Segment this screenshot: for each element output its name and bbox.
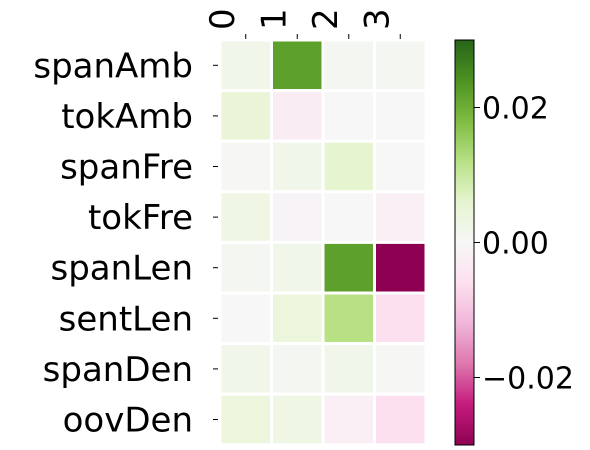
heatmap-cell-spanFre-2 — [321, 139, 376, 194]
heatmap-cell-tokFre-2 — [321, 190, 376, 244]
heatmap-cell-spanDen-3 — [373, 342, 428, 396]
heatmap-cell-oovDen-3 — [373, 392, 428, 447]
row-label-oovDen: oovDen — [63, 401, 193, 441]
heatmap-cell-sentLen-2 — [321, 291, 376, 346]
heatmap-cell-sentLen-0 — [218, 291, 273, 346]
row-label-spanAmb: spanAmb — [33, 46, 193, 86]
heatmap-cell-spanLen-2 — [321, 240, 376, 295]
row-label-spanFre: spanFre — [60, 148, 193, 188]
heatmap-cell-tokFre-3 — [373, 190, 428, 244]
heatmap-cell-tokAmb-2 — [321, 89, 376, 143]
heatmap-cell-oovDen-2 — [321, 392, 376, 447]
heatmap-cell-spanLen-3 — [373, 240, 428, 295]
colorbar-tick-label: 0.02 — [482, 92, 549, 127]
row-label-spanDen: spanDen — [43, 350, 193, 390]
column-label-0: 0 — [203, 8, 243, 30]
heatmap-cells — [218, 38, 428, 447]
colorbar: 0.02 0.00 −0.02 — [454, 39, 574, 446]
row-label-sentLen: sentLen — [59, 299, 193, 339]
heatmap-cell-spanLen-1 — [270, 240, 325, 295]
heatmap-cell-spanAmb-3 — [373, 38, 428, 93]
colorbar-gradient — [454, 39, 475, 446]
heatmap-cell-spanFre-0 — [218, 139, 273, 194]
heatmap-cell-spanFre-3 — [373, 139, 428, 194]
heatmap-cell-tokAmb-3 — [373, 89, 428, 143]
heatmap-cell-spanLen-0 — [218, 240, 273, 295]
colorbar-tick-label: −0.02 — [482, 362, 574, 397]
heatmap-cell-spanAmb-2 — [321, 38, 376, 93]
row-label-tokFre: tokFre — [88, 198, 193, 238]
heatmap-cell-oovDen-1 — [270, 392, 325, 447]
heatmap-cell-oovDen-0 — [218, 392, 273, 447]
heatmap-cell-tokFre-1 — [270, 190, 325, 244]
heatmap-cell-tokFre-0 — [218, 190, 273, 244]
heatmap-cell-spanDen-0 — [218, 342, 273, 396]
heatmap-cell-sentLen-1 — [270, 291, 325, 346]
column-label-3: 3 — [357, 8, 397, 30]
heatmap-cell-sentLen-3 — [373, 291, 428, 346]
colorbar-tick-label: 0.00 — [482, 227, 549, 262]
heatmap-cell-spanAmb-0 — [218, 38, 273, 93]
row-labels: spanAmb tokAmb spanFre tokFre spanLen sentLen… — [33, 46, 218, 441]
heatmap-cell-tokAmb-0 — [218, 89, 273, 143]
column-label-2: 2 — [306, 8, 346, 30]
row-label-tokAmb: tokAmb — [61, 97, 193, 137]
row-label-spanLen: spanLen — [51, 249, 194, 289]
heatmap-cell-spanAmb-1 — [270, 38, 325, 93]
column-label-1: 1 — [254, 8, 294, 30]
heatmap-cell-tokAmb-1 — [270, 89, 325, 143]
heatmap-cell-spanDen-2 — [321, 342, 376, 396]
heatmap-cell-spanFre-1 — [270, 139, 325, 194]
heatmap-cell-spanDen-1 — [270, 342, 325, 396]
